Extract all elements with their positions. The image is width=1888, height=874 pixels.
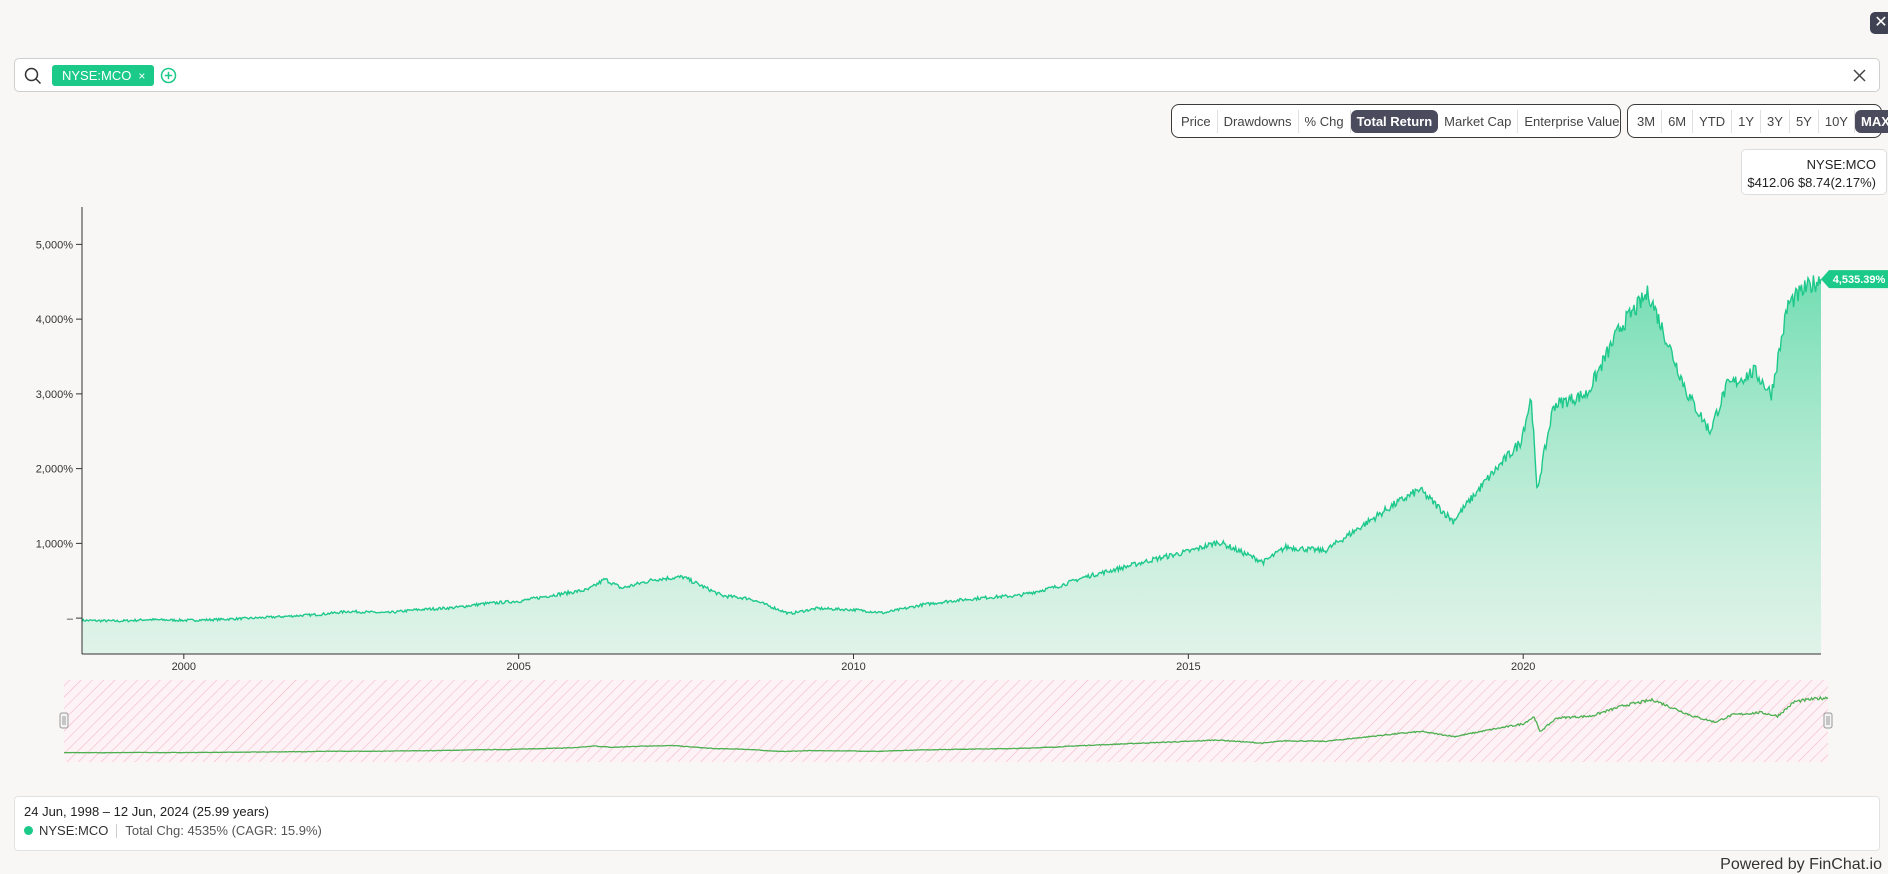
range-tab-1[interactable]: 6M [1662,109,1694,133]
add-ticker-icon[interactable] [160,67,177,84]
search-icon [24,67,42,85]
info-price-change: $412.06 $8.74(2.17%) [1747,175,1876,190]
navigator-handle-right[interactable] [1823,712,1833,729]
range-tab-5[interactable]: 5Y [1790,109,1819,133]
date-range: 24 Jun, 1998 – 12 Jun, 2024 (25.99 years… [24,804,270,819]
y-tick-label: 2,000% [36,464,74,476]
series-color-dot [24,826,33,835]
x-tick-label: 2005 [506,661,530,673]
range-tab-4[interactable]: 3Y [1761,109,1790,133]
metric-tab-3[interactable]: Total Return [1350,109,1439,133]
price-info-box: NYSE:MCO $412.06 $8.74(2.17%) [1741,149,1887,195]
x-tick-label: 2015 [1176,661,1200,673]
metric-tab-0[interactable]: Price [1175,109,1218,133]
y-tick-label: – [67,613,74,625]
range-tab-7[interactable]: MAX [1854,109,1888,133]
total-change-stat: Total Chg: 4535% (CAGR: 15.9%) [125,823,322,838]
y-tick-label: 3,000% [36,389,74,401]
search-bar[interactable]: NYSE:MCO × [14,58,1880,92]
navigator-background [64,680,1828,762]
x-tick-label: 2010 [841,661,865,673]
main-plot: – 1,000% 2,000% 3,000% 4,000% 5,000% 2000 2005 2… [36,207,1888,673]
y-tick-label: 1,000% [36,538,74,550]
x-tick-label: 2020 [1511,661,1535,673]
last-value-badge [1821,270,1888,289]
x-tick-label: 2000 [172,661,196,673]
navigator-line [63,695,1829,754]
summary-panel: 24 Jun, 1998 – 12 Jun, 2024 (25.99 years… [14,796,1880,851]
metric-tab-2[interactable]: % Chg [1299,109,1351,133]
info-ticker: NYSE:MCO [1806,157,1876,172]
powered-by: Powered by FinChat.io [1720,856,1882,873]
summary-ticker: NYSE:MCO [39,823,109,838]
metric-tab-4[interactable]: Market Cap [1438,109,1519,133]
metric-selector: Price Drawdowns% Chg Total Return Market Ca… [1171,104,1621,138]
y-tick-label: 5,000% [36,239,74,251]
range-tab-3[interactable]: 1Y [1732,109,1762,133]
navigator-handle-left[interactable] [59,712,69,729]
range-tab-0[interactable]: 3M [1631,109,1663,133]
chip-remove-icon[interactable]: × [138,69,146,83]
metric-tab-1[interactable]: Drawdowns [1218,109,1299,133]
metric-tab-5[interactable]: Enterprise Value [1524,113,1620,129]
range-selector: 3M 6M YTD 1Y 3Y 5Y 10Y MAX [1627,104,1888,138]
ticker-chip[interactable]: NYSE:MCO × [52,65,155,86]
range-tab-6[interactable]: 10Y [1819,109,1855,133]
total-return-chart[interactable]: – 1,000% 2,000% 3,000% 4,000% 5,000% 2000 2005 2… [0,195,1888,765]
range-navigator[interactable] [59,680,1833,762]
clear-search-icon[interactable] [1852,68,1867,83]
series-line [81,275,1822,624]
range-tab-2[interactable]: YTD [1693,109,1733,133]
ticker-chip-label: NYSE:MCO [62,68,132,83]
divider [116,823,118,838]
series-area [82,275,1821,654]
y-tick-label: 4,000% [36,314,74,326]
last-value-label: 4,535.39% [1833,274,1886,286]
close-button[interactable]: ✕ [1870,12,1888,34]
